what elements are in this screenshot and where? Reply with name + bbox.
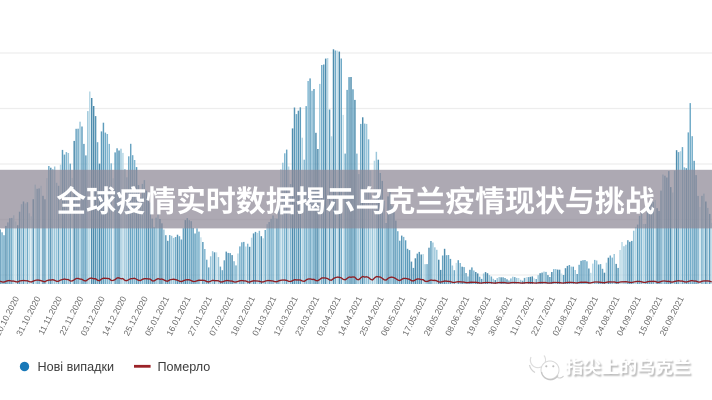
svg-text:Померло: Померло: [158, 360, 211, 374]
svg-text:Нові випадки: Нові випадки: [38, 360, 115, 374]
